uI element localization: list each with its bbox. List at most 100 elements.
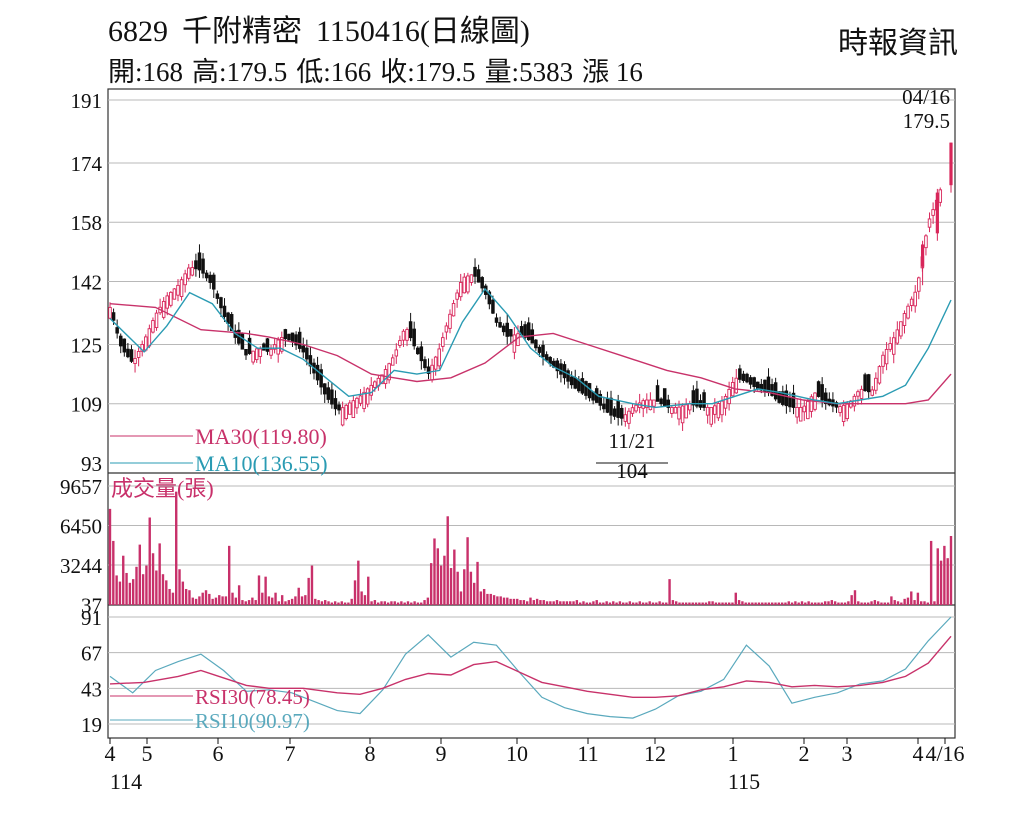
- candle: [412, 328, 416, 347]
- stock-code: 6829: [108, 15, 168, 48]
- candle: [269, 348, 273, 356]
- candle: [262, 343, 266, 351]
- ma30-line: [109, 303, 952, 405]
- candle: [430, 364, 434, 381]
- volume-bar: [787, 601, 790, 605]
- candle: [204, 272, 209, 279]
- volume-bar: [880, 602, 883, 605]
- volume-bar: [496, 596, 499, 605]
- volume-bar: [221, 596, 224, 605]
- candle: [569, 376, 574, 386]
- volume-bar: [618, 601, 622, 605]
- volume-bar: [410, 602, 413, 605]
- volume-bar: [555, 600, 559, 605]
- volume-bar: [602, 602, 605, 605]
- candle: [126, 348, 130, 358]
- candle: [755, 381, 760, 390]
- candle: [244, 348, 248, 356]
- candle: [458, 282, 463, 298]
- volume-bar: [383, 601, 387, 605]
- candle: [949, 142, 953, 186]
- candle: [788, 397, 792, 408]
- candle: [895, 329, 900, 344]
- candle: [437, 348, 441, 367]
- volume-bar: [122, 555, 125, 605]
- volume-bar: [721, 602, 724, 605]
- volume-bar: [684, 602, 688, 605]
- volume-bar: [790, 602, 794, 605]
- volume-bar: [426, 597, 430, 605]
- candle: [190, 267, 195, 276]
- candle: [301, 345, 306, 353]
- volume-bar: [396, 602, 400, 605]
- volume-bar: [254, 600, 257, 605]
- candle: [924, 235, 928, 249]
- volume-bar: [814, 602, 817, 605]
- rsi-tick-label: 91: [81, 606, 102, 630]
- candle: [480, 277, 484, 289]
- volume-bar: [456, 571, 459, 605]
- candle: [716, 403, 721, 419]
- candle: [841, 404, 846, 422]
- month-tick-label: 11: [577, 741, 598, 766]
- candle: [820, 384, 824, 401]
- volume-bar: [118, 581, 122, 605]
- candle: [433, 356, 438, 370]
- price-tick-label: 142: [71, 271, 103, 295]
- candle: [623, 414, 628, 422]
- candle: [802, 405, 807, 413]
- volume-tick-label: 37: [81, 594, 102, 618]
- volume-bar: [592, 601, 595, 605]
- volume-bar: [615, 602, 618, 605]
- volume-bar: [920, 601, 923, 605]
- volume-bar: [473, 582, 476, 605]
- candle: [416, 347, 420, 355]
- volume-bar: [390, 601, 393, 605]
- volume-bar: [727, 602, 731, 605]
- volume-bar: [771, 602, 774, 605]
- candle: [534, 339, 538, 349]
- candle: [935, 192, 939, 234]
- volume-bar: [688, 602, 691, 605]
- chart-title: 6829 千附精密 1150416(日線圖): [108, 6, 544, 50]
- volume-bar: [588, 602, 592, 605]
- volume-bar: [135, 566, 138, 605]
- volume-bar: [893, 600, 896, 605]
- candle: [448, 313, 452, 329]
- candle: [748, 377, 753, 385]
- candle: [122, 338, 127, 353]
- candle: [781, 391, 785, 405]
- rsi10-line: [109, 616, 952, 719]
- candle: [845, 403, 849, 420]
- volume-bar: [635, 602, 638, 605]
- volume-bar: [370, 601, 373, 605]
- volume-bar: [333, 601, 337, 605]
- candle: [516, 333, 520, 347]
- volume-bar: [367, 576, 370, 605]
- volume-bar: [913, 600, 916, 605]
- candle: [319, 369, 323, 388]
- candle: [609, 397, 613, 416]
- volume-bar: [545, 601, 549, 605]
- volume-bar: [476, 561, 479, 605]
- volume-bar: [363, 595, 367, 605]
- volume-bar: [294, 596, 297, 605]
- candle: [584, 381, 588, 396]
- candle: [240, 333, 245, 350]
- volume-bar: [694, 602, 698, 605]
- candle: [297, 331, 302, 349]
- candle: [695, 388, 699, 407]
- candle: [154, 312, 159, 329]
- candle: [670, 406, 674, 414]
- volume-bar: [900, 602, 903, 605]
- candle: [641, 400, 645, 409]
- candle: [691, 390, 696, 406]
- candle: [405, 329, 409, 341]
- candle: [326, 387, 331, 400]
- volume-bar: [708, 601, 711, 605]
- volume-bar: [330, 602, 334, 605]
- rsi-tick-label: 67: [81, 642, 102, 666]
- candle: [212, 274, 216, 290]
- volume-bar: [436, 548, 439, 605]
